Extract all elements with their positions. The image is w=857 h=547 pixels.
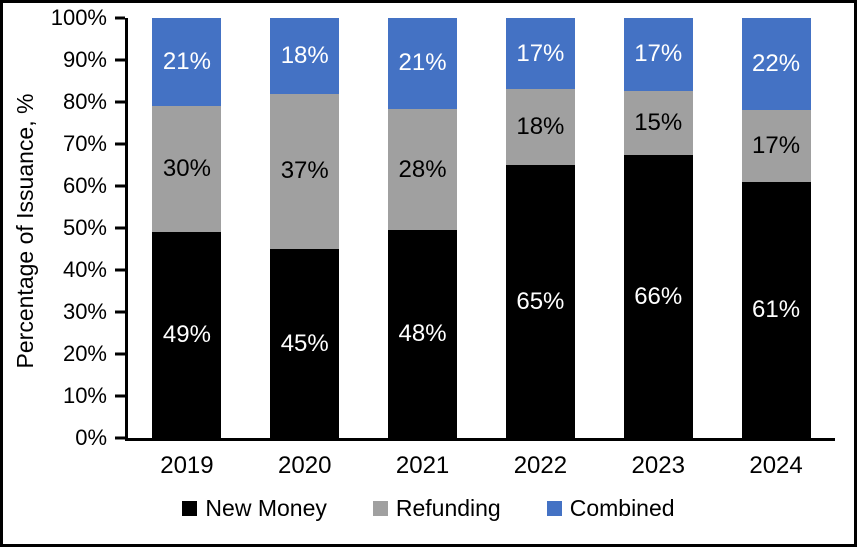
data-label-new-money-2019: 49% [162, 321, 211, 349]
segment-new-money-2022: 65% [505, 165, 575, 438]
y-tick-label-80: 80% [62, 89, 107, 114]
legend-label-refunding: Refunding [395, 495, 501, 521]
y-tick-mark-100 [115, 16, 125, 20]
x-axis-labels: 2019 2020 2021 2022 2023 2024 [128, 452, 835, 480]
data-label-new-money-2023: 66% [634, 282, 683, 310]
x-axis-label-2020: 2020 [278, 452, 332, 479]
y-tick-label-40: 40% [62, 257, 107, 282]
y-tick-label-20: 20% [62, 341, 107, 366]
segment-refunding-2021: 28% [388, 108, 458, 231]
segment-combined-2023: 17% [623, 18, 693, 91]
x-axis-label-2019: 2019 [160, 452, 214, 479]
bar-2021: 48% 28% 21% [388, 18, 458, 438]
segment-refunding-2022: 18% [505, 89, 575, 165]
segment-refunding-2023: 15% [623, 90, 693, 156]
segment-combined-2019: 21% [152, 18, 222, 107]
data-label-new-money-2024: 61% [752, 295, 801, 323]
data-label-combined-2019: 21% [162, 48, 211, 76]
y-tick-label-50: 50% [62, 215, 107, 240]
data-label-combined-2021: 21% [398, 49, 447, 77]
y-tick-mark-70 [115, 142, 125, 146]
x-axis-label-2024: 2024 [749, 452, 803, 479]
data-label-combined-2022: 17% [516, 39, 565, 67]
legend-item-new-money: New Money [182, 495, 327, 522]
segment-refunding-2019: 30% [152, 106, 222, 233]
data-label-refunding-2019: 30% [162, 155, 211, 183]
y-tick-label-30: 30% [62, 299, 107, 324]
data-label-refunding-2024: 17% [752, 132, 801, 160]
segment-combined-2024: 22% [741, 18, 811, 111]
bar-2020: 45% 37% 18% [270, 18, 340, 438]
segment-new-money-2019: 49% [152, 232, 222, 438]
data-label-new-money-2020: 45% [280, 329, 329, 357]
legend-label-combined: Combined [569, 495, 675, 521]
bar-slot-2021: 48% 28% 21% [364, 18, 482, 438]
segment-new-money-2023: 66% [623, 155, 693, 438]
data-label-refunding-2021: 28% [398, 155, 447, 183]
data-label-new-money-2021: 48% [398, 320, 447, 348]
y-tick-mark-60 [115, 184, 125, 188]
y-tick-mark-20 [115, 352, 125, 356]
y-tick-mark-80 [115, 100, 125, 104]
data-label-new-money-2022: 65% [516, 287, 565, 315]
data-label-combined-2024: 22% [752, 50, 801, 78]
x-axis-label-2023: 2023 [631, 452, 685, 479]
y-tick-label-90: 90% [62, 47, 107, 72]
segment-combined-2022: 17% [505, 18, 575, 90]
bar-2019: 49% 30% 21% [152, 18, 222, 438]
bar-slot-2020: 45% 37% 18% [246, 18, 364, 438]
y-tick-label-70: 70% [62, 131, 107, 156]
bar-slot-2022: 65% 18% 17% [481, 18, 599, 438]
y-tick-mark-0 [115, 436, 125, 440]
bar-2023: 66% 15% 17% [623, 18, 693, 438]
segment-new-money-2024: 61% [741, 181, 811, 438]
legend-label-new-money: New Money [205, 495, 327, 521]
data-label-refunding-2023: 15% [634, 109, 683, 137]
legend-swatch-refunding [372, 501, 388, 516]
bar-slot-2019: 49% 30% 21% [128, 18, 246, 438]
y-tick-label-100: 100% [50, 5, 107, 30]
legend-swatch-new-money [182, 501, 198, 516]
segment-refunding-2024: 17% [741, 110, 811, 182]
segment-new-money-2021: 48% [388, 230, 458, 438]
data-label-refunding-2022: 18% [516, 113, 565, 141]
x-axis-label-2022: 2022 [513, 452, 568, 479]
plot-area: 49% 30% 21% 45% 37% 18% 48% 28% 21% 65% 18% 17% 66% 1… [125, 18, 835, 441]
segment-combined-2021: 21% [388, 18, 458, 109]
bar-slot-2023: 66% 15% 17% [599, 18, 717, 438]
data-label-combined-2023: 17% [634, 40, 683, 68]
y-tick-label-10: 10% [62, 383, 107, 408]
segment-new-money-2020: 45% [270, 249, 340, 438]
segment-combined-2020: 18% [270, 18, 340, 94]
data-label-combined-2020: 18% [280, 41, 329, 69]
legend: New Money Refunding Combined [3, 495, 854, 522]
y-axis: 0% 10% 20% 30% 40% 50% 60% 70% 80% 90% 100% [3, 5, 125, 450]
data-label-refunding-2020: 37% [280, 157, 329, 185]
legend-swatch-combined [546, 501, 562, 516]
bar-2022: 65% 18% 17% [505, 18, 575, 438]
y-tick-label-0: 0% [75, 425, 107, 450]
y-tick-mark-10 [115, 394, 125, 398]
y-tick-label-60: 60% [62, 173, 107, 198]
y-tick-mark-90 [115, 58, 125, 62]
legend-item-refunding: Refunding [372, 495, 501, 522]
y-tick-mark-50 [115, 226, 125, 230]
y-tick-mark-40 [115, 268, 125, 272]
legend-item-combined: Combined [546, 495, 675, 522]
bar-2024: 61% 17% 22% [741, 18, 811, 438]
segment-refunding-2020: 37% [270, 93, 340, 249]
bar-slot-2024: 61% 17% 22% [717, 18, 835, 438]
y-tick-mark-30 [115, 310, 125, 314]
x-axis-label-2021: 2021 [395, 452, 450, 479]
